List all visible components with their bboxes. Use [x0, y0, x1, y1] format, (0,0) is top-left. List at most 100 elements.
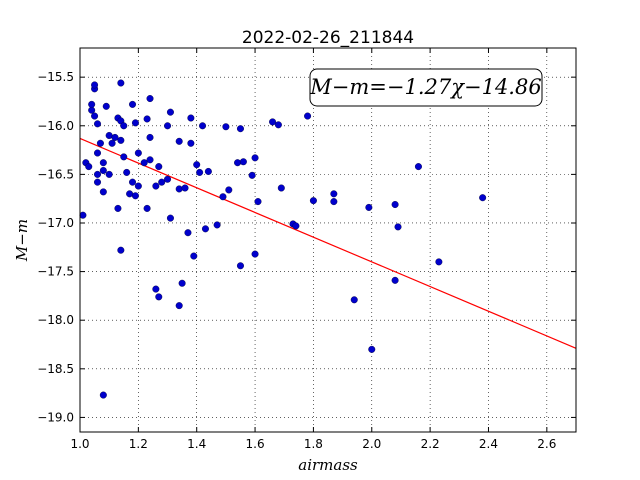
- data-point: [414, 163, 422, 171]
- y-axis-label: M−m: [13, 219, 31, 262]
- data-point: [134, 149, 142, 157]
- axis-ticks: 1.0 1.2 1.4 1.6 1.8 2.0 2.2 2.4 2.6 −15.5 −16.0 −16…: [37, 48, 576, 451]
- data-point: [120, 122, 128, 130]
- data-point: [251, 250, 259, 258]
- data-point: [120, 153, 128, 161]
- annotation-box: [309, 68, 543, 107]
- fit-equation-annotation: M−m=−1.27χ−14.86: [309, 68, 543, 107]
- data-point: [166, 214, 174, 222]
- x-tick-label: 1.0: [70, 437, 89, 451]
- data-point: [88, 100, 96, 108]
- data-point: [269, 118, 277, 126]
- data-point: [105, 170, 113, 178]
- data-point: [123, 168, 131, 176]
- data-point: [99, 166, 107, 174]
- data-point: [91, 81, 99, 89]
- x-tick-label: 2.6: [537, 437, 556, 451]
- fit-line-layer: [79, 137, 577, 349]
- data-point: [175, 302, 183, 310]
- data-point: [146, 95, 154, 103]
- data-point: [99, 391, 107, 399]
- data-point: [248, 171, 256, 179]
- data-point: [79, 211, 87, 219]
- fit-equation-text: M−m=−1.27χ−14.86: [309, 75, 541, 99]
- data-point: [365, 203, 373, 211]
- data-point: [350, 296, 358, 304]
- y-tick-label: −16.5: [37, 167, 74, 181]
- data-point: [175, 185, 183, 193]
- data-point: [274, 121, 282, 129]
- data-point: [368, 345, 376, 353]
- plot-frame: [79, 47, 577, 433]
- data-point: [166, 108, 174, 116]
- data-point: [251, 154, 259, 162]
- data-point: [239, 158, 247, 166]
- data-point: [99, 159, 107, 167]
- data-point: [164, 175, 172, 183]
- data-point: [152, 182, 160, 190]
- data-point: [158, 178, 166, 186]
- data-point: [129, 178, 137, 186]
- data-point: [152, 285, 160, 293]
- y-tick-label: −17.5: [37, 265, 74, 279]
- x-tick-label: 1.8: [304, 437, 323, 451]
- data-point: [143, 204, 151, 212]
- data-point: [330, 198, 338, 206]
- data-point: [190, 252, 198, 260]
- chart-title: 2022-02-26_211844: [242, 28, 414, 48]
- data-point: [140, 159, 148, 167]
- y-tick-label: −16.0: [37, 119, 74, 133]
- data-point: [187, 139, 195, 147]
- data-point: [254, 198, 262, 206]
- y-tick-label: −17.0: [37, 216, 74, 230]
- data-point: [105, 131, 113, 139]
- data-point: [479, 194, 487, 202]
- x-tick-label: 1.2: [129, 437, 148, 451]
- data-point: [201, 225, 209, 233]
- data-point: [164, 122, 172, 130]
- data-point: [225, 186, 233, 194]
- data-point: [102, 102, 110, 110]
- data-point: [108, 139, 116, 147]
- data-point: [178, 279, 186, 287]
- data-point: [187, 114, 195, 122]
- y-tick-label: −15.5: [37, 70, 74, 84]
- x-tick-label: 2.4: [479, 437, 498, 451]
- y-tick-label: −18.5: [37, 362, 74, 376]
- data-point: [330, 190, 338, 198]
- data-point: [193, 161, 201, 169]
- data-point: [175, 137, 183, 145]
- data-point: [304, 112, 312, 120]
- data-point: [94, 149, 102, 157]
- data-point: [85, 163, 93, 171]
- data-point: [146, 156, 154, 164]
- data-point: [219, 193, 227, 201]
- data-point: [99, 188, 107, 196]
- data-point: [155, 163, 163, 171]
- x-tick-label: 2.2: [421, 437, 440, 451]
- fit-line: [79, 137, 577, 349]
- data-point: [222, 123, 230, 131]
- data-point: [236, 262, 244, 270]
- data-point: [277, 184, 285, 192]
- data-point: [184, 229, 192, 237]
- data-point: [213, 221, 221, 229]
- y-tick-label: −18.0: [37, 313, 74, 327]
- data-point: [309, 197, 317, 205]
- data-point: [88, 106, 96, 114]
- data-point: [94, 170, 102, 178]
- x-tick-label: 1.4: [187, 437, 206, 451]
- data-point: [292, 222, 300, 230]
- data-point: [391, 276, 399, 284]
- data-point: [131, 119, 139, 127]
- data-point: [129, 100, 137, 108]
- data-point: [199, 122, 207, 130]
- data-point: [117, 79, 125, 87]
- data-point: [96, 139, 104, 147]
- x-tick-label: 1.6: [246, 437, 265, 451]
- data-point: [131, 192, 139, 200]
- data-point: [117, 246, 125, 254]
- data-point: [196, 168, 204, 176]
- x-tick-label: 2.0: [362, 437, 381, 451]
